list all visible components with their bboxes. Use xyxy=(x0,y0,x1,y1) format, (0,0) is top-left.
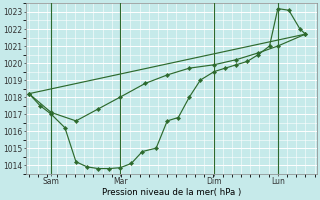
X-axis label: Pression niveau de la mer( hPa ): Pression niveau de la mer( hPa ) xyxy=(102,188,241,197)
